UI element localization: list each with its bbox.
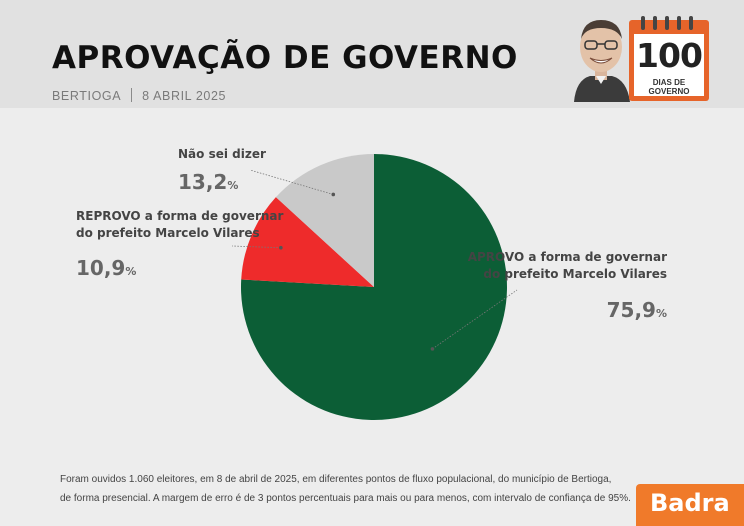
leader-dot xyxy=(430,347,435,351)
pct-aprovo-number: 75,9 xyxy=(606,298,656,322)
pct-reprovo: 10,9% xyxy=(76,256,136,280)
label-aprovo-line1: APROVO a forma de governar xyxy=(467,250,667,264)
label-nao-sei: Não sei dizer xyxy=(178,146,266,163)
leader-line xyxy=(432,289,518,350)
label-aprovo: APROVO a forma de governar do prefeito M… xyxy=(468,249,667,283)
slice-aprovo xyxy=(240,154,508,420)
pct-reprovo-unit: % xyxy=(125,265,137,278)
location-label: BERTIOGA xyxy=(52,89,122,103)
calendar-ring xyxy=(665,16,669,30)
leader-dot xyxy=(331,192,336,197)
separator xyxy=(131,88,133,102)
label-reprovo: REPROVO a forma de governar do prefeito … xyxy=(76,208,283,242)
calendar-page: 100 DIAS DE GOVERNO xyxy=(634,34,704,96)
leader-line xyxy=(249,169,334,195)
calendar-ring xyxy=(641,16,645,30)
label-reprovo-line2: do prefeito Marcelo Vilares xyxy=(76,226,260,240)
slice-nao-sei xyxy=(275,154,374,287)
badge-text: DIAS DE GOVERNO xyxy=(648,78,690,96)
label-reprovo-line1: REPROVO a forma de governar xyxy=(76,209,284,223)
calendar-badge: 100 DIAS DE GOVERNO xyxy=(629,16,709,101)
leader-dot xyxy=(279,245,283,250)
brand-logo: Badra xyxy=(636,484,744,526)
footnote-line2: de forma presencial. A margem de erro é … xyxy=(60,493,631,504)
page-title: APROVAÇÃO DE GOVERNO xyxy=(52,40,518,76)
footnote: Foram ouvidos 1.060 eleitores, em 8 de a… xyxy=(60,470,631,508)
leader-line xyxy=(231,245,281,249)
pct-aprovo-unit: % xyxy=(655,307,667,320)
pct-nao-sei-unit: % xyxy=(227,179,239,192)
pct-nao-sei: 13,2% xyxy=(178,170,238,194)
pct-reprovo-number: 10,9 xyxy=(76,256,126,280)
pct-nao-sei-number: 13,2 xyxy=(178,170,228,194)
label-nao-sei-line1: Não sei dizer xyxy=(178,147,266,161)
date-label: 8 ABRIL 2025 xyxy=(142,89,227,103)
footnote-line1: Foram ouvidos 1.060 eleitores, em 8 de a… xyxy=(60,474,612,485)
calendar-ring xyxy=(677,16,681,30)
calendar-ring xyxy=(653,16,657,30)
label-aprovo-line2: do prefeito Marcelo Vilares xyxy=(483,267,667,281)
subtitle: BERTIOGA 8 ABRIL 2025 xyxy=(52,88,226,103)
pct-aprovo: 75,9% xyxy=(607,298,667,322)
calendar-ring xyxy=(689,16,693,30)
badge-number: 100 xyxy=(636,36,703,75)
mayor-caricature-image xyxy=(574,20,630,102)
